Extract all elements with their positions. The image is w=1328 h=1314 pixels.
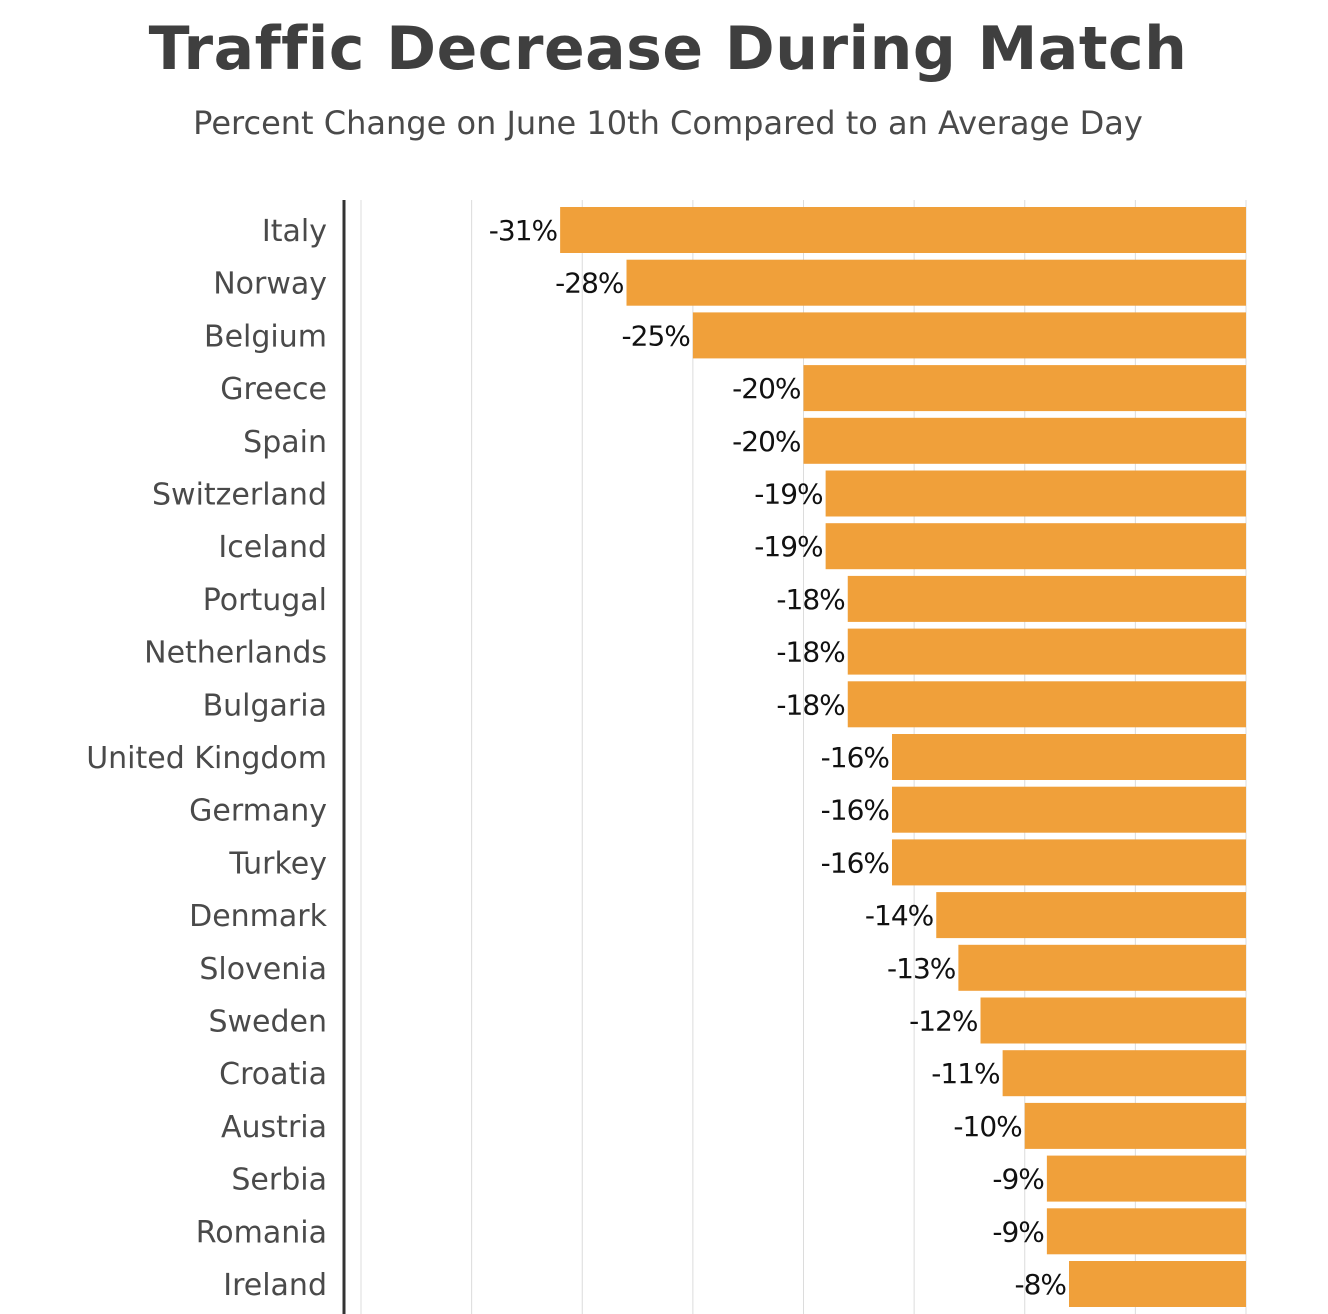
category-label: Italy (262, 214, 327, 249)
data-label: -9% (992, 1215, 1044, 1248)
bar (847, 628, 1246, 675)
bar (936, 892, 1246, 939)
category-label: Ireland (223, 1268, 327, 1303)
bar (825, 470, 1246, 517)
bar (1069, 1261, 1246, 1307)
bar (626, 259, 1246, 306)
category-label: Serbia (231, 1163, 327, 1198)
category-label: United Kingdom (86, 741, 327, 776)
category-label: Spain (243, 425, 327, 460)
bar (825, 523, 1246, 570)
category-label: Netherlands (144, 636, 327, 671)
bar (958, 944, 1246, 991)
data-label: -19% (754, 478, 823, 511)
data-label: -16% (821, 846, 890, 879)
data-label: -11% (931, 1057, 1000, 1090)
category-label: Switzerland (152, 478, 327, 513)
data-label: -9% (992, 1163, 1044, 1196)
bar (1046, 1155, 1246, 1202)
category-label: Greece (220, 372, 327, 407)
bar (892, 839, 1246, 886)
data-label: -28% (555, 267, 624, 300)
category-label: Denmark (189, 899, 328, 934)
category-label: Slovenia (199, 952, 327, 987)
category-label: Romania (196, 1215, 327, 1250)
data-label: -31% (489, 214, 558, 247)
bar (560, 207, 1246, 253)
data-label: -8% (1014, 1268, 1066, 1301)
bar (1024, 1102, 1246, 1149)
data-label: -25% (622, 319, 691, 352)
bar (980, 997, 1246, 1044)
category-label: Portugal (203, 583, 327, 618)
category-label: Croatia (219, 1057, 327, 1092)
category-label: Germany (189, 794, 327, 829)
data-label: -18% (776, 688, 845, 721)
bar (1002, 1050, 1246, 1097)
bar (692, 312, 1246, 359)
category-label: Bulgaria (203, 688, 327, 723)
category-label: Iceland (218, 530, 327, 565)
category-label: Sweden (208, 1005, 327, 1040)
bar (892, 786, 1246, 833)
category-label: Austria (221, 1110, 327, 1145)
category-label: Belgium (204, 319, 327, 354)
bar (803, 365, 1246, 412)
chart-title: Traffic Decrease During Match (148, 14, 1188, 84)
data-label: -12% (909, 1005, 978, 1038)
data-label: -18% (776, 583, 845, 616)
data-label: -18% (776, 636, 845, 669)
category-label: Turkey (228, 846, 327, 881)
data-label: -10% (953, 1110, 1022, 1143)
data-label: -20% (732, 425, 801, 458)
data-label: -19% (754, 530, 823, 563)
category-label: Norway (213, 267, 327, 302)
data-label: -20% (732, 372, 801, 405)
chart-subtitle: Percent Change on June 10th Compared to … (193, 104, 1143, 142)
bar (1046, 1208, 1246, 1255)
bar (892, 734, 1246, 780)
data-label: -16% (821, 741, 890, 774)
bar (847, 575, 1246, 622)
bar (803, 417, 1246, 464)
data-label: -16% (821, 794, 890, 827)
bar (847, 681, 1246, 728)
data-label: -14% (865, 899, 934, 932)
data-label: -13% (887, 952, 956, 985)
